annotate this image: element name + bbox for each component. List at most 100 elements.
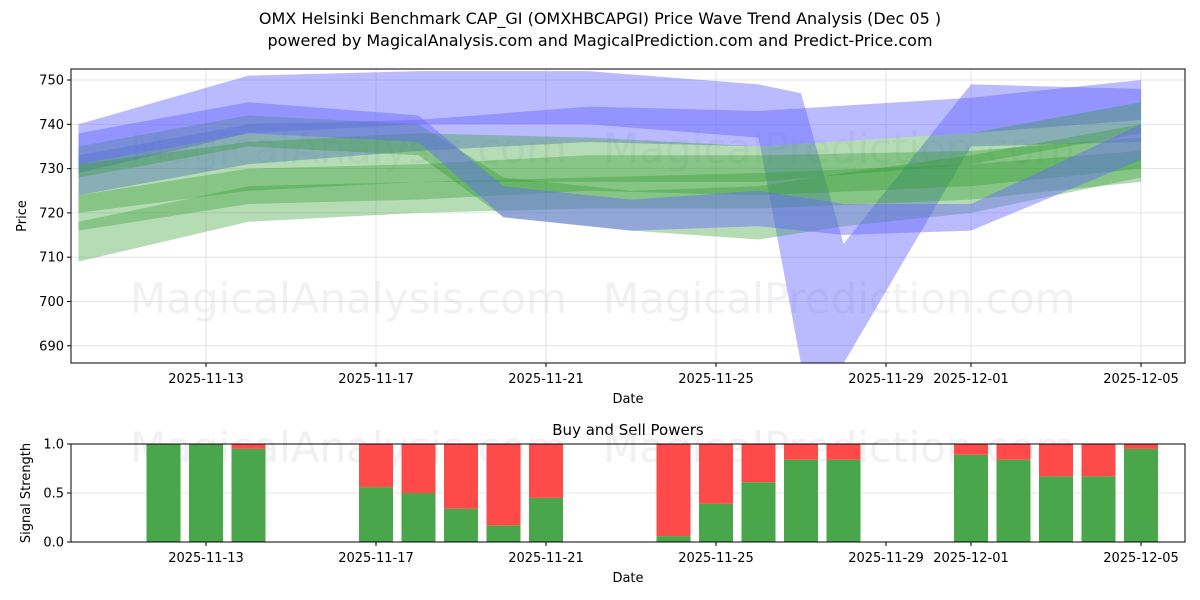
sell-bar <box>444 444 478 509</box>
x-tick-label: 2025-11-13 <box>168 372 244 387</box>
wave-band-3 <box>78 137 1141 231</box>
x-tick-label: 2025-11-29 <box>848 372 924 387</box>
x-tick-label: 2025-11-21 <box>508 551 584 566</box>
x-tick-label: 2025-12-05 <box>1103 551 1179 566</box>
sell-bar <box>231 444 266 449</box>
sell-bar <box>486 444 521 526</box>
sell-bar <box>529 444 563 498</box>
power-bar <box>359 444 393 542</box>
y-tick-label: 0.5 <box>43 487 64 502</box>
power-bar <box>486 444 521 542</box>
sell-bar <box>954 444 988 455</box>
y-tick-label: 710 <box>39 251 64 266</box>
watermark: MagicalAnalysis.com <box>130 124 567 173</box>
y-axis-label: Price <box>15 200 30 232</box>
buy-bar <box>826 459 861 542</box>
power-bar <box>954 444 988 542</box>
buy-bar <box>699 503 733 542</box>
power-bar <box>996 444 1031 542</box>
power-bar <box>231 444 266 542</box>
power-chart-title: Buy and Sell Powers <box>552 421 704 439</box>
wave-band-1 <box>78 80 1141 196</box>
power-bar <box>1039 444 1073 542</box>
chart-title: OMX Helsinki Benchmark CAP_GI (OMXHBCAPG… <box>258 9 942 28</box>
sell-bar <box>656 444 691 537</box>
power-bar <box>784 444 818 542</box>
watermark: MagicalAnalysis.com <box>130 274 567 323</box>
sell-bar <box>996 444 1031 460</box>
watermark: MagicalPrediction.com <box>603 274 1076 323</box>
sell-bar <box>784 444 818 460</box>
buy-bar <box>1039 476 1073 542</box>
power-bar <box>189 444 223 542</box>
sell-bar <box>401 444 436 493</box>
power-bar <box>741 444 776 542</box>
power-bar <box>1081 444 1116 542</box>
x-tick-label: 2025-11-29 <box>848 551 924 566</box>
sell-bar <box>1081 444 1116 477</box>
x-tick-label: 2025-12-01 <box>933 551 1009 566</box>
price-axes-frame <box>70 68 1186 364</box>
buy-bar <box>401 493 436 542</box>
power-bar <box>826 444 861 542</box>
buy-bar <box>189 444 223 542</box>
power-bar <box>401 444 436 542</box>
power-bar <box>444 444 478 542</box>
y-tick-label: 750 <box>39 74 64 89</box>
power-bar <box>1124 444 1158 542</box>
y-tick-label: 690 <box>39 339 64 354</box>
sell-bar <box>741 444 776 483</box>
wave-band-4 <box>78 150 1141 262</box>
buy-bar <box>1081 476 1116 542</box>
buy-bar <box>529 497 563 542</box>
x-tick-label: 2025-12-01 <box>933 372 1009 387</box>
y-axis-label: Signal Strength <box>19 443 34 543</box>
x-tick-label: 2025-11-21 <box>508 372 584 387</box>
buy-bar <box>444 508 478 542</box>
y-tick-label: 1.0 <box>43 438 64 453</box>
x-tick-label: 2025-12-05 <box>1103 372 1179 387</box>
x-tick-label: 2025-11-13 <box>168 551 244 566</box>
x-axis-label: Date <box>612 392 643 407</box>
sell-bar <box>1124 444 1158 449</box>
x-tick-label: 2025-11-17 <box>338 372 414 387</box>
wave-band-0 <box>78 71 1141 363</box>
buy-bar <box>231 448 266 542</box>
sell-bar <box>699 444 733 504</box>
chart-subtitle: powered by MagicalAnalysis.com and Magic… <box>267 31 933 50</box>
buy-bar <box>1124 448 1158 542</box>
wave-band-6 <box>78 102 1141 235</box>
x-tick-label: 2025-11-25 <box>678 372 754 387</box>
buy-bar <box>996 459 1031 542</box>
y-tick-label: 700 <box>39 295 64 310</box>
power-bar <box>699 444 733 542</box>
buy-bar <box>954 454 988 542</box>
price-chart: MagicalAnalysis.com MagicalPrediction.com… <box>15 68 1186 407</box>
buy-bar <box>656 536 691 542</box>
x-tick-label: 2025-11-17 <box>338 551 414 566</box>
watermark-group: MagicalAnalysis.com MagicalPrediction.com… <box>130 124 1076 323</box>
buy-bar <box>784 459 818 542</box>
power-bar <box>146 444 181 542</box>
watermark: MagicalPrediction.com <box>603 124 1076 173</box>
buy-bar <box>146 444 181 542</box>
buy-sell-power-chart: Buy and Sell PowersMagicalAnalysis.comMa… <box>19 421 1186 586</box>
sell-bar <box>359 444 393 488</box>
buy-bar <box>359 487 393 542</box>
y-tick-label: 720 <box>39 206 64 221</box>
buy-bar <box>741 482 776 542</box>
x-tick-label: 2025-11-25 <box>678 551 754 566</box>
x-axis-label: Date <box>612 571 643 586</box>
wave-band-5 <box>78 115 1141 240</box>
wave-band-2 <box>78 102 1141 213</box>
sell-bar <box>826 444 861 460</box>
wave-bands <box>78 71 1141 363</box>
sell-bar <box>1039 444 1073 477</box>
power-bar <box>656 444 691 542</box>
chart-title-block: OMX Helsinki Benchmark CAP_GI (OMXHBCAPG… <box>0 8 1200 52</box>
buy-bar <box>486 525 521 542</box>
power-bar <box>529 444 563 542</box>
y-tick-label: 740 <box>39 118 64 133</box>
y-tick-label: 0.0 <box>43 536 64 551</box>
